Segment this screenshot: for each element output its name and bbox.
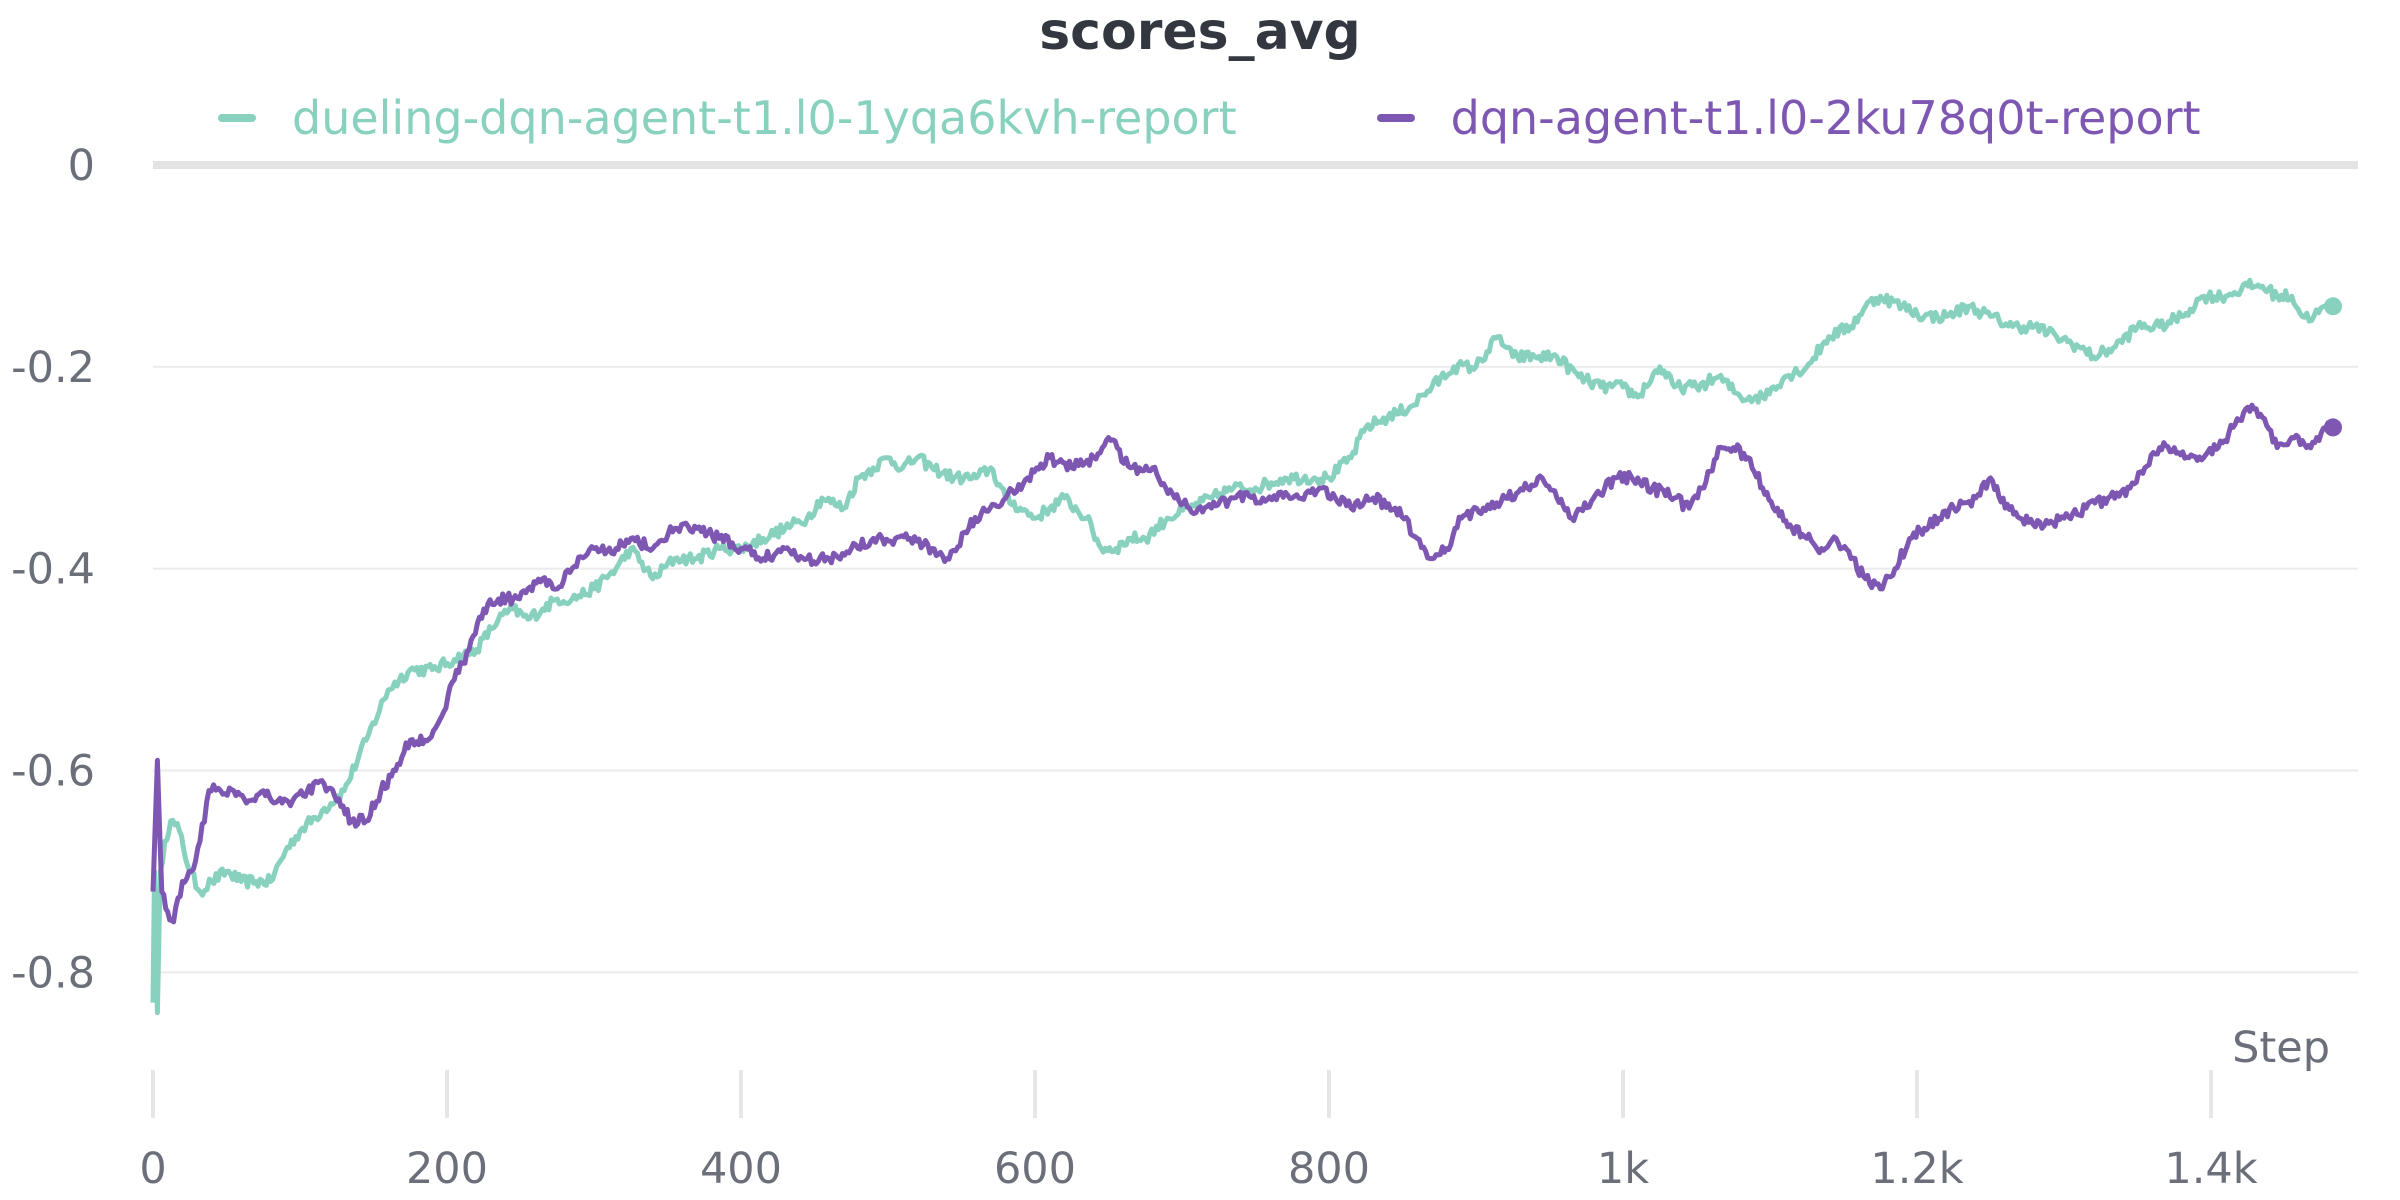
x-tick-label: 600: [994, 1144, 1076, 1194]
x-tick-label: 800: [1288, 1144, 1370, 1194]
legend: dueling-dqn-agent-t1.l0-1yqa6kvh-report …: [218, 88, 2341, 148]
legend-swatch-dqn: [1376, 114, 1415, 122]
x-tick-label: 1.2k: [1870, 1144, 1963, 1194]
x-tick-label: 0: [139, 1144, 166, 1194]
series-line-dqn[interactable]: [150, 402, 2335, 925]
x-tick-label: 1k: [1597, 1144, 1649, 1194]
legend-swatch-dueling-dqn: [218, 114, 256, 122]
legend-label-dueling-dqn: dueling-dqn-agent-t1.l0-1yqa6kvh-report: [292, 91, 1237, 145]
series-endpoint-dueling-dqn[interactable]: [2324, 297, 2343, 316]
y-tick-label: -0.6: [11, 747, 95, 797]
series-lines: [150, 277, 2343, 1016]
legend-item-dueling-dqn[interactable]: dueling-dqn-agent-t1.l0-1yqa6kvh-report: [218, 91, 1237, 145]
y-tick-label: 0: [68, 141, 95, 191]
series-line-dueling-dqn[interactable]: [150, 277, 2336, 1016]
y-tick-label: -0.8: [11, 948, 95, 998]
grid-lines: [153, 161, 2358, 974]
series-endpoint-dqn[interactable]: [2324, 418, 2343, 437]
y-tick-label: -0.2: [11, 343, 95, 393]
chart-title: scores_avg: [1039, 2, 1361, 62]
x-tick-label: 200: [406, 1144, 488, 1194]
x-axis-label: Step: [2232, 1023, 2330, 1073]
x-tick-label: 400: [700, 1144, 782, 1194]
x-tick-label: 1.4k: [2164, 1144, 2257, 1194]
y-tick-label: -0.4: [11, 545, 95, 595]
legend-label-dqn: dqn-agent-t1.l0-2ku78q0t-report: [1450, 91, 2201, 145]
axes: 0 -0.2 -0.4 -0.6 -0.8 0 200 400 600 800 1k 1.2k 1.4k: [11, 141, 2258, 1194]
legend-item-dqn[interactable]: dqn-agent-t1.l0-2ku78q0t-report: [1376, 91, 2201, 145]
